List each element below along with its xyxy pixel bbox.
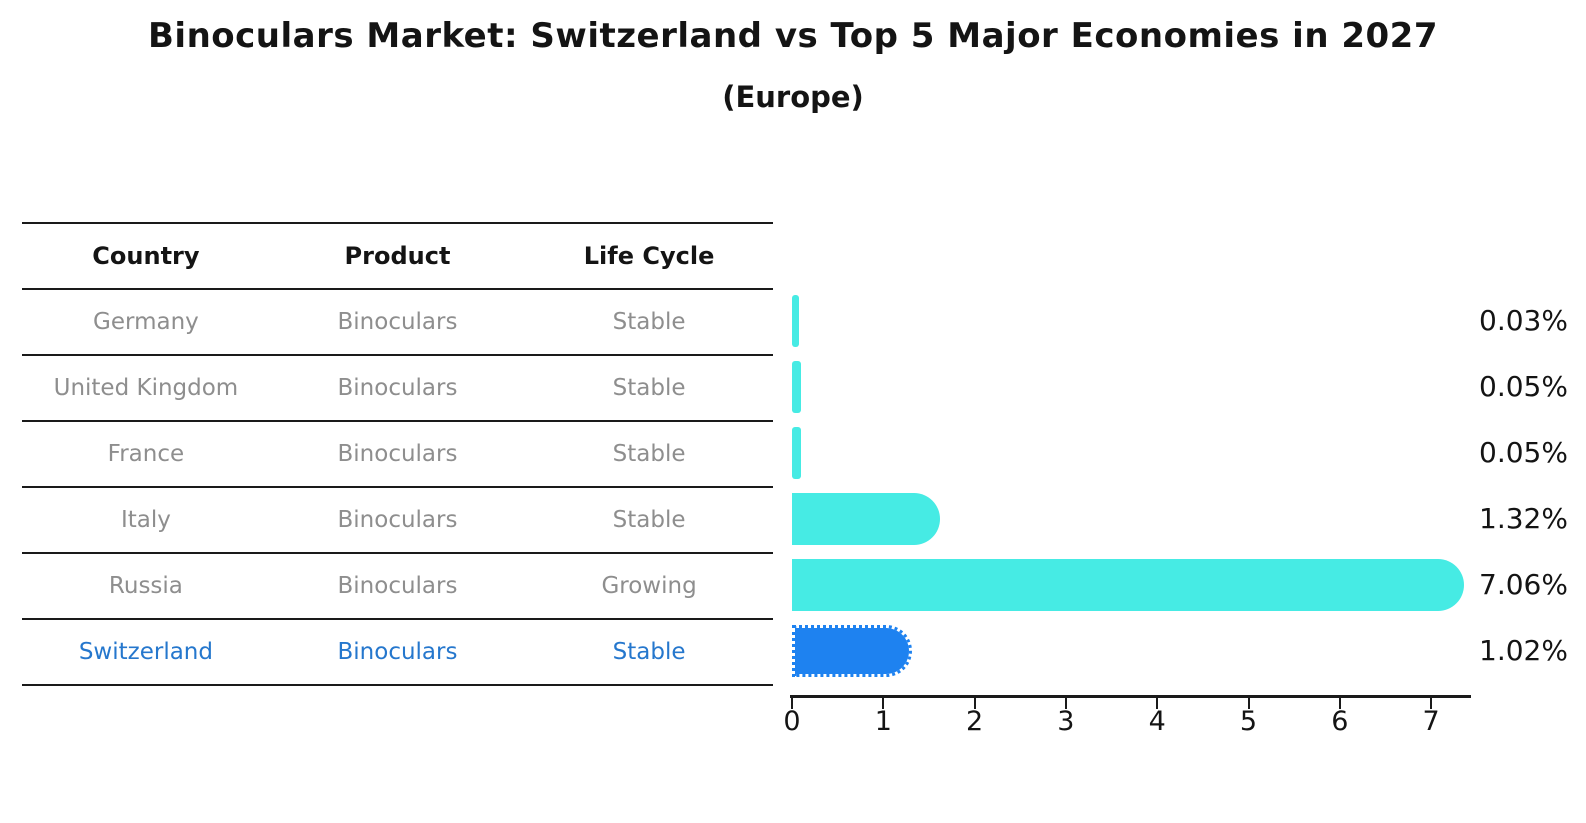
table-header-lifecycle: Life Cycle <box>583 242 715 270</box>
x-axis-tick-label: 6 <box>1331 706 1349 737</box>
cell-product: Binoculars <box>337 441 458 467</box>
cell-lifecycle: Stable <box>612 309 686 335</box>
cell-country: France <box>107 441 185 467</box>
cell-product: Binoculars <box>337 507 458 533</box>
x-axis-tick <box>1338 698 1341 709</box>
cell-country: Germany <box>93 309 199 335</box>
chart-subtitle: (Europe) <box>722 80 864 114</box>
bar-germany <box>792 295 799 347</box>
bar-russia <box>792 559 1464 611</box>
x-axis-tick-label: 1 <box>874 706 892 737</box>
x-axis-tick-label: 4 <box>1148 706 1166 737</box>
cell-lifecycle: Stable <box>612 639 686 665</box>
x-axis-tick <box>791 698 793 709</box>
value-label: 7.06% <box>1479 568 1568 601</box>
country-table: Country Product Life Cycle Germany Binocu… <box>22 222 773 686</box>
bar-united-kingdom <box>792 361 801 413</box>
x-axis-line <box>790 695 1471 698</box>
table-header-row: Country Product Life Cycle <box>22 224 773 290</box>
x-axis-tick <box>882 698 885 709</box>
x-axis-tick <box>973 698 976 709</box>
chart-title: Binoculars Market: Switzerland vs Top 5 … <box>148 16 1438 56</box>
cell-lifecycle: Stable <box>612 441 686 467</box>
cell-lifecycle: Stable <box>612 375 686 401</box>
value-label: 0.05% <box>1479 370 1568 403</box>
bar-france <box>792 427 801 479</box>
table-body: Germany Binoculars Stable United Kingdom Bin… <box>22 290 773 686</box>
table-row: Italy Binoculars Stable <box>22 488 773 554</box>
value-label: 1.32% <box>1479 502 1568 535</box>
cell-lifecycle: Growing <box>601 573 697 599</box>
table-header-country: Country <box>92 242 200 270</box>
cell-product: Binoculars <box>337 309 458 335</box>
table-row: France Binoculars Stable <box>22 422 773 488</box>
value-label: 0.05% <box>1479 436 1568 469</box>
cell-product: Binoculars <box>337 375 458 401</box>
bar-switzerland <box>792 625 913 677</box>
x-axis-tick <box>1247 698 1250 709</box>
table-row: Russia Binoculars Growing <box>22 554 773 620</box>
x-axis-tick-label: 5 <box>1239 706 1258 737</box>
cell-product: Binoculars <box>337 573 458 599</box>
value-label: 1.02% <box>1479 634 1568 667</box>
value-label: 0.03% <box>1479 304 1568 337</box>
bar-italy <box>792 493 940 545</box>
table-row: Germany Binoculars Stable <box>22 290 773 356</box>
table-row: United Kingdom Binoculars Stable <box>22 356 773 422</box>
table-row: Switzerland Binoculars Stable <box>22 620 773 686</box>
x-axis-tick <box>1156 698 1159 709</box>
table-header-product: Product <box>344 242 451 270</box>
x-axis-tick <box>1064 698 1067 709</box>
x-axis-tick <box>1430 698 1433 709</box>
cell-lifecycle: Stable <box>612 507 686 533</box>
cell-product: Binoculars <box>337 639 458 665</box>
cell-country: United Kingdom <box>53 375 239 401</box>
cell-country: Italy <box>120 507 171 533</box>
x-axis-tick-label: 7 <box>1422 706 1440 737</box>
cell-country: Russia <box>108 573 183 599</box>
x-axis-tick-label: 2 <box>966 706 984 737</box>
cell-country: Switzerland <box>78 639 213 665</box>
x-axis-tick-label: 3 <box>1057 706 1075 737</box>
bar-plot-area <box>792 288 1470 684</box>
x-axis-tick-label: 0 <box>783 706 801 737</box>
